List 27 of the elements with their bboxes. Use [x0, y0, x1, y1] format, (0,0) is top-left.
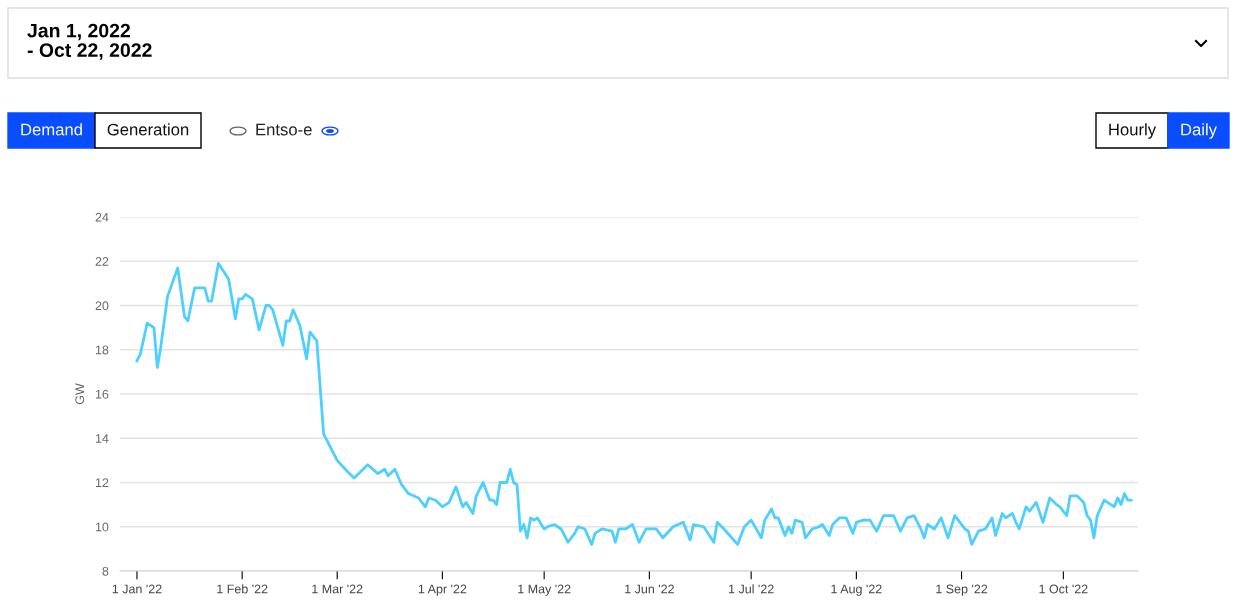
y-tick-label: 22 — [95, 257, 109, 266]
x-tick-label: 1 Aug '22 — [831, 584, 882, 596]
y-axis-title: GW — [75, 383, 85, 405]
x-tick-label: 1 Mar '22 — [312, 584, 363, 594]
text: Entso-e — [256, 123, 312, 136]
line-series — [135, 262, 1133, 546]
y-tick-label: 8 — [102, 566, 109, 576]
x-tick-label: 1 May '22 — [518, 584, 571, 596]
text: Generation — [107, 123, 189, 136]
chart-title: Jan 1, 2022 - Oct 22, 2022 — [27, 23, 152, 60]
x-tick-label: 1 Apr '22 — [418, 584, 467, 596]
y-tick-label: 16 — [95, 389, 109, 399]
text: Demand — [21, 123, 82, 136]
y-tick-label: 10 — [95, 522, 109, 532]
y-tick-label: 24 — [95, 212, 109, 222]
x-tick-label: 1 Jun '22 — [625, 584, 674, 594]
x-tick-label: 1 Jul '22 — [729, 584, 774, 594]
y-tick-label: 20 — [95, 301, 109, 311]
x-tick-label: 1 Feb '22 — [217, 584, 268, 594]
y-tick-label: 12 — [95, 478, 109, 488]
x-tick-label: 1 Sep '22 — [936, 584, 988, 596]
x-tick-label: 1 Jan '22 — [112, 584, 162, 594]
x-tick-label: 1 Oct '22 — [1039, 584, 1088, 594]
text: Hourly — [1109, 123, 1157, 139]
text: Daily — [1181, 123, 1217, 139]
y-tick-label: 18 — [95, 345, 109, 355]
y-tick-label: 14 — [95, 434, 109, 443]
